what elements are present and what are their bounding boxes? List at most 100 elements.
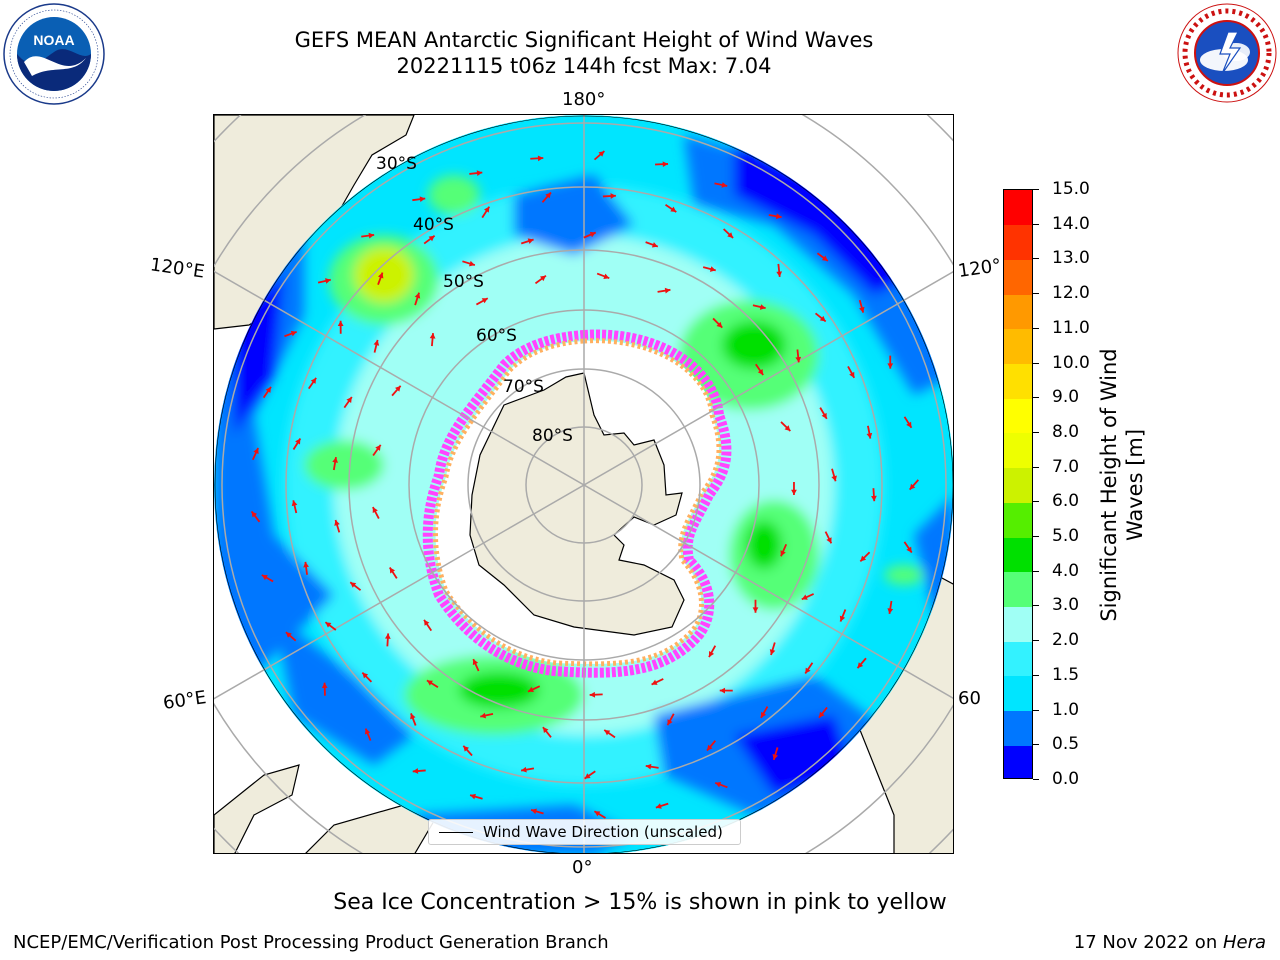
chart-title: GEFS MEAN Antarctic Significant Height o… [294,28,874,52]
wind-wave-arrowhead [784,425,791,432]
sea-ice-note: Sea Ice Concentration > 15% is shown in … [333,890,947,915]
colorbar-tick [1033,779,1039,780]
wind-wave-arrowhead [265,386,271,393]
wind-wave-arrowhead [667,719,673,726]
wind-wave-arrowhead [584,773,591,779]
wind-wave-arrowhead [368,232,375,239]
wind-wave-arrowhead [321,682,328,689]
wind-wave-arrowhead [285,632,292,638]
wind-wave-arrowhead [414,292,421,299]
wind-wave-arrowhead [470,793,476,800]
colorbar-segment [1004,294,1032,330]
colorbar-tick-label: 10.0 [1052,352,1090,373]
wind-wave-arrowhead [795,356,802,363]
wind-wave-arrowhead [429,333,436,339]
colorbar-title-line2: Waves [m] [1123,428,1147,542]
wind-wave-arrowhead [481,298,488,304]
wind-wave-arrowhead [709,651,715,658]
wind-wave-arrowhead [821,255,828,261]
colorbar-tick [1033,223,1039,225]
wind-wave-arrowhead [410,713,416,720]
footer-date: 17 Nov 2022 on Hera [1074,932,1266,953]
wind-wave-arrowhead [651,242,658,248]
wind-wave-arrowhead [372,507,378,514]
map-boundary [214,115,953,853]
wind-wave-arrowhead [346,396,352,403]
colorbar-tick [1033,674,1039,676]
wind-wave-arrowhead [290,330,297,337]
wind-wave-arrowhead [860,555,867,562]
wind-wave-arrowhead [253,447,259,454]
wind-wave-arrowhead [709,266,716,272]
wind-wave-arrowhead [291,500,298,507]
colorbar-segment [1004,432,1032,469]
wind-wave-arrowhead [801,594,808,600]
colorbar-tick [1033,466,1039,468]
wind-wave-arrowhead [362,672,369,679]
latitude-labels: 30°S 40°S 50°S 60°S 70°S 80°S [376,154,573,446]
colorbar-tick [1033,605,1039,607]
colorbar-tick-label: 7.0 [1052,456,1080,477]
wind-wave-arrowhead [373,339,380,346]
colorbar-tick [1033,744,1039,746]
wind-wave-arrowhead [727,232,734,238]
colorbar-tick [1033,709,1039,711]
wind-wave-arrowhead [604,730,611,736]
wind-wave-arrowhead [707,744,713,751]
colorbar-tick [1033,397,1039,399]
wind-wave-arrowhead [887,363,894,369]
lat-label-60s: 60°S [476,326,517,346]
colorbar [1003,189,1033,779]
colorbar-tick-label: 14.0 [1052,213,1090,234]
colorbar-tick [1033,258,1039,260]
colorbar-segment [1004,363,1032,399]
noaa-logo-icon: NOAA [3,3,105,105]
wind-wave-arrowhead [527,686,534,693]
legend-label: Wind Wave Direction (unscaled) [483,823,723,841]
lat-label-80s: 80°S [532,426,573,446]
wind-wave-arrowhead [598,151,605,157]
colorbar-tick-label: 4.0 [1052,560,1080,581]
wind-wave-arrowhead [545,192,551,199]
wind-wave-arrowhead [310,377,317,384]
colorbar-segment [1004,502,1032,538]
colorbar-segment [1004,571,1032,607]
wind-wave-arrowhead [655,803,662,809]
wind-wave-arrowhead [463,745,470,752]
colorbar-tick-label: 6.0 [1052,491,1080,512]
chart-subtitle: 20221115 t06z 144h fcst Max: 7.04 [396,54,772,78]
national-weather-service-logo-icon [1177,3,1277,103]
wind-wave-arrowhead [759,304,766,310]
wind-wave-arrowhead [818,711,825,718]
wind-wave-arrowhead [540,275,546,282]
colorbar-segment [1004,398,1032,434]
wind-wave-arrowhead [805,667,811,674]
colorbar-tick-label: 8.0 [1052,421,1080,442]
colorbar-tick-label: 3.0 [1052,595,1080,616]
footer-host: Hera [1222,932,1266,953]
lon-label-120e: 120°E [148,254,206,283]
lat-label-40s: 40°S [413,215,454,235]
colorbar-tick [1033,327,1039,329]
wind-wave-arrowhead [662,161,669,168]
colorbar-tick-label: 5.0 [1052,526,1080,547]
wind-wave-arrowhead [664,287,671,294]
wind-wave-arrowhead [412,768,419,774]
wind-wave-arrowhead [791,489,797,496]
map-legend: Wind Wave Direction (unscaled) [428,819,741,845]
colorbar-tick [1033,501,1039,503]
wind-wave-arrowhead [377,272,384,279]
wind-wave-arrowhead [887,608,894,614]
wind-wave-arrowhead [866,432,873,439]
wind-wave-arrowhead [857,662,864,669]
colorbar-tick [1033,189,1039,190]
noaa-logo-text: NOAA [33,32,74,48]
colorbar-segment [1004,745,1032,778]
colorbar-tick [1033,431,1039,433]
wind-wave-arrowhead [521,766,527,773]
wind-wave-arrowhead [760,711,767,718]
wind-wave-arrowhead [670,206,677,212]
wind-wave-arrowhead [480,712,487,719]
colorbar-segment [1004,190,1032,226]
wind-wave-arrowhead [819,315,826,322]
